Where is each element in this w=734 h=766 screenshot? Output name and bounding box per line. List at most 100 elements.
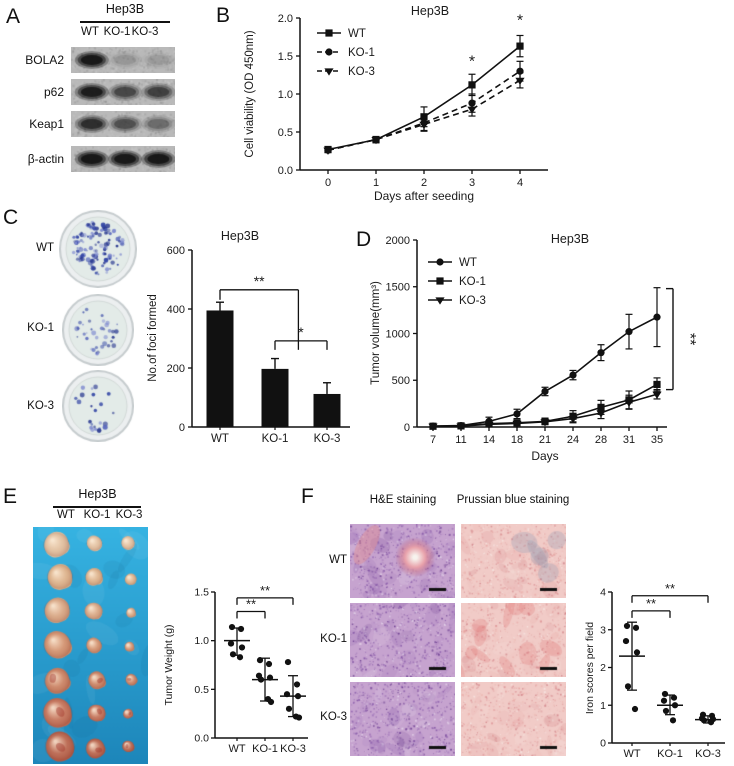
svg-text:**: ** — [665, 581, 675, 596]
tumor-volume-line-chart: 0 500 1000 1500 2000 7 11 14 18 21 24 28 31 35 Hep3B Da… — [355, 225, 734, 471]
dish-label: KO-1 — [27, 322, 54, 334]
svg-text:WT: WT — [211, 433, 229, 445]
blot-strip-bola2 — [71, 47, 175, 73]
tumor-lane-label: KO-3 — [115, 509, 143, 521]
svg-text:0: 0 — [600, 738, 606, 750]
tumor-weight-scatter: 0.0 0.5 1.0 1.5 Tumor Weight (g) WT KO-1 KO-3 **… — [160, 560, 310, 766]
svg-text:WT: WT — [459, 257, 477, 269]
svg-text:31: 31 — [623, 434, 635, 446]
prussian-column-header: Prussian blue staining — [456, 494, 570, 506]
svg-text:200: 200 — [167, 363, 185, 375]
prussian-image-wt — [461, 524, 566, 598]
tumor-cellline-header: Hep3B — [78, 487, 117, 501]
svg-text:0.5: 0.5 — [194, 684, 209, 696]
svg-text:0.0: 0.0 — [278, 165, 293, 177]
svg-text:WT: WT — [348, 28, 366, 40]
blot-row-label: Keap1 — [29, 117, 64, 131]
svg-text:Tumor volume(mm³): Tumor volume(mm³) — [370, 281, 382, 385]
svg-text:2.0: 2.0 — [278, 13, 293, 25]
svg-text:600: 600 — [167, 245, 185, 257]
svg-text:Hep3B: Hep3B — [221, 229, 259, 243]
he-column-header: H&E staining — [369, 494, 437, 506]
blot-strip-keap1 — [71, 111, 175, 137]
svg-text:0.0: 0.0 — [194, 733, 209, 745]
colony-dish-ko1 — [62, 294, 134, 366]
he-image-wt — [350, 524, 455, 598]
svg-text:500: 500 — [392, 375, 410, 387]
svg-text:1500: 1500 — [386, 282, 410, 294]
panel-f-label: F — [301, 485, 314, 508]
stain-row-label: KO-1 — [320, 633, 347, 645]
blot-cellline-header: Hep3B — [105, 2, 145, 16]
blot-strip-p62 — [71, 79, 175, 105]
svg-text:0: 0 — [404, 422, 410, 434]
tumor-header-underline — [53, 506, 141, 508]
svg-text:3: 3 — [600, 624, 606, 636]
svg-text:WT: WT — [623, 748, 640, 760]
iron-score-scatter: 0 1 2 3 4 Iron scores per field WT KO-1 KO-3 ** ** — [584, 558, 734, 766]
svg-text:Hep3B: Hep3B — [411, 4, 449, 18]
blot-row-label: BOLA2 — [25, 53, 64, 67]
he-image-ko1 — [350, 603, 455, 677]
svg-text:KO-1: KO-1 — [252, 743, 278, 755]
svg-text:0: 0 — [179, 422, 185, 434]
svg-text:**: ** — [260, 583, 270, 598]
svg-text:KO-1: KO-1 — [459, 276, 486, 288]
viability-line-chart: 0.0 0.5 1.0 1.5 2.0 0 1 2 3 4 Hep3B Days after seed… — [237, 0, 567, 210]
blot-header-underline — [80, 21, 170, 23]
svg-text:0: 0 — [325, 177, 331, 189]
svg-text:11: 11 — [455, 434, 466, 446]
svg-text:1.5: 1.5 — [194, 587, 209, 599]
dish-label: WT — [36, 242, 54, 254]
svg-text:*: * — [298, 324, 304, 340]
svg-text:KO-3: KO-3 — [280, 743, 306, 755]
svg-text:400: 400 — [167, 304, 185, 316]
svg-text:Tumor Weight (g): Tumor Weight (g) — [163, 624, 175, 705]
svg-text:14: 14 — [483, 434, 495, 446]
tumor-lane-label: KO-1 — [83, 509, 111, 521]
svg-text:24: 24 — [567, 434, 579, 446]
svg-text:0.5: 0.5 — [278, 127, 293, 139]
svg-text:KO-3: KO-3 — [459, 295, 486, 307]
svg-text:*: * — [469, 54, 475, 71]
svg-text:7: 7 — [430, 434, 436, 446]
svg-text:**: ** — [246, 596, 256, 611]
svg-text:KO-3: KO-3 — [314, 433, 341, 445]
panel-c-label: C — [3, 206, 19, 229]
svg-text:KO-1: KO-1 — [657, 748, 683, 760]
svg-text:1.0: 1.0 — [278, 89, 293, 101]
svg-text:**: ** — [681, 333, 698, 345]
svg-text:2: 2 — [600, 662, 606, 674]
blot-lane-label: KO-3 — [131, 26, 159, 38]
svg-text:No.of foci formed: No.of foci formed — [147, 294, 159, 382]
prussian-image-ko3 — [461, 682, 566, 756]
svg-text:2: 2 — [421, 177, 427, 189]
svg-text:4: 4 — [600, 587, 606, 599]
svg-text:3: 3 — [469, 177, 475, 189]
svg-text:Cell viability (OD 450nm): Cell viability (OD 450nm) — [244, 30, 256, 157]
svg-text:18: 18 — [511, 434, 523, 446]
colony-dish-ko3 — [62, 370, 134, 442]
stain-row-label: WT — [329, 554, 347, 566]
svg-text:2000: 2000 — [386, 235, 410, 247]
prussian-image-ko1 — [461, 603, 566, 677]
svg-text:WT: WT — [228, 743, 245, 755]
svg-text:Days: Days — [531, 449, 558, 463]
svg-text:**: ** — [646, 596, 656, 611]
blot-strip-bactin — [71, 146, 175, 172]
svg-text:Hep3B: Hep3B — [551, 232, 589, 246]
svg-text:KO-1: KO-1 — [348, 47, 375, 59]
tumor-photo — [33, 527, 148, 764]
svg-text:KO-3: KO-3 — [695, 748, 721, 760]
tumor-lane-label: WT — [57, 509, 75, 521]
svg-text:1.5: 1.5 — [278, 51, 293, 63]
svg-text:35: 35 — [651, 434, 663, 446]
dish-label: KO-3 — [27, 400, 54, 412]
blot-lane-label: KO-1 — [103, 26, 131, 38]
stain-row-label: KO-3 — [320, 711, 347, 723]
svg-text:Days after seeding: Days after seeding — [374, 189, 474, 203]
svg-text:KO-1: KO-1 — [262, 433, 289, 445]
panel-b-label: B — [216, 4, 231, 27]
foci-bar-chart: 0 200 400 600 Hep3B No.of foci formed WT KO-1 KO… — [140, 212, 355, 470]
